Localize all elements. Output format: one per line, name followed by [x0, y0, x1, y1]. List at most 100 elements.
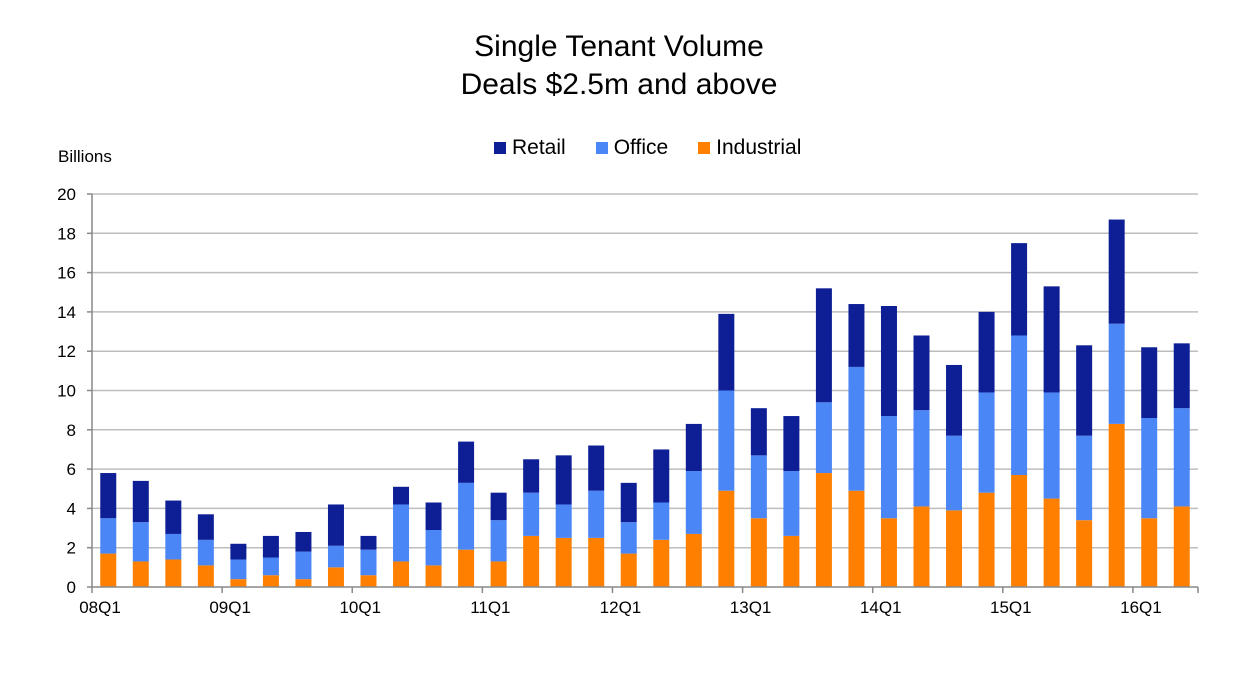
- y-axis-label: Billions: [58, 147, 112, 166]
- bar-retail: [262, 535, 279, 558]
- y-tick-label: 18: [57, 224, 76, 243]
- bar-retail: [393, 486, 410, 505]
- legend-item-office: Office: [595, 136, 669, 160]
- legend-item-industrial: Industrial: [698, 136, 801, 160]
- bar-retail: [1043, 286, 1060, 393]
- bar-industrial: [783, 535, 800, 587]
- bar-retail: [295, 531, 312, 552]
- bar-retail: [100, 473, 117, 519]
- legend-label-industrial: Industrial: [716, 136, 802, 159]
- bar-office: [458, 482, 475, 550]
- y-tick-label: 12: [57, 342, 76, 361]
- gridlines: [92, 193, 1198, 549]
- bar-industrial: [230, 579, 247, 587]
- bar-office: [978, 392, 995, 493]
- bar-industrial: [132, 561, 149, 587]
- bar-retail: [425, 502, 442, 531]
- legend-label-retail: Retail: [512, 136, 566, 159]
- bar-industrial: [295, 579, 312, 587]
- bar-industrial: [165, 559, 182, 587]
- bar-retail: [197, 514, 214, 540]
- bar-office: [653, 502, 670, 540]
- bar-office: [946, 435, 963, 511]
- bar-office: [360, 549, 377, 576]
- bar-office: [1108, 323, 1125, 424]
- y-tick-label: 2: [67, 539, 76, 558]
- x-tick-label: 15Q1: [990, 598, 1032, 617]
- bar-retail: [978, 311, 995, 393]
- bar-industrial: [523, 535, 540, 587]
- bar-industrial: [197, 565, 214, 587]
- bar-office: [230, 559, 247, 580]
- bar-office: [588, 490, 605, 538]
- bars: [100, 219, 1190, 587]
- bar-office: [262, 557, 279, 576]
- bar-industrial: [653, 539, 670, 587]
- x-tick-label: 11Q1: [470, 598, 510, 617]
- bar-office: [555, 504, 572, 538]
- legend-swatch-office: [595, 142, 608, 154]
- bar-retail: [913, 335, 930, 411]
- bar-industrial: [685, 533, 702, 587]
- bar-industrial: [490, 561, 507, 587]
- bar-retail: [1011, 243, 1028, 336]
- bar-industrial: [1043, 498, 1060, 587]
- bar-retail: [783, 416, 800, 472]
- bar-office: [100, 518, 117, 554]
- bar-retail: [1173, 343, 1190, 409]
- legend-item-retail: Retail: [494, 136, 566, 160]
- bar-industrial: [815, 473, 832, 587]
- bar-office: [1043, 392, 1060, 499]
- bar-retail: [165, 500, 182, 534]
- bar-retail: [620, 482, 637, 523]
- legend-label-office: Office: [613, 136, 669, 159]
- bar-retail: [718, 313, 735, 391]
- bar-industrial: [393, 561, 410, 587]
- tick-labels: 0 2 4 6 8 10 12 14 16 18 20 08Q1 09Q1 10Q1 11Q1 12Q1 13Q…: [57, 185, 1162, 617]
- bar-retail: [555, 455, 572, 505]
- bar-industrial: [262, 575, 279, 587]
- bar-office: [620, 522, 637, 554]
- bar-industrial: [1173, 506, 1190, 587]
- bar-office: [815, 402, 832, 474]
- bar-industrial: [555, 537, 572, 587]
- chart-legend: Retail Office Industrial: [494, 136, 801, 160]
- bar-industrial: [946, 510, 963, 587]
- x-tick-label: 10Q1: [339, 598, 381, 617]
- bar-industrial: [1076, 520, 1093, 587]
- bar-retail: [946, 364, 963, 436]
- x-tick-label: 16Q1: [1120, 598, 1162, 617]
- chart-subtitle: Deals $2.5m and above: [460, 68, 778, 101]
- bar-office: [718, 390, 735, 491]
- bar-retail: [1076, 345, 1093, 436]
- chart-title-line: Single Tenant Volume: [474, 30, 764, 63]
- bar-office: [295, 551, 312, 580]
- bar-industrial: [327, 567, 344, 587]
- bar-industrial: [913, 506, 930, 587]
- bar-office: [848, 366, 865, 491]
- bar-office: [1173, 408, 1190, 507]
- bar-office: [750, 455, 767, 519]
- bar-industrial: [458, 549, 475, 587]
- bar-retail: [1108, 219, 1125, 324]
- x-tick-label: 08Q1: [79, 598, 121, 617]
- y-tick-label: 14: [57, 303, 76, 322]
- y-tick-label: 10: [57, 382, 76, 401]
- bar-retail: [880, 306, 897, 417]
- bar-retail: [360, 535, 377, 550]
- chart-title: Single Tenant Volume Deals $2.5m and abo…: [0, 28, 1238, 104]
- bar-office: [913, 410, 930, 507]
- bar-office: [165, 533, 182, 560]
- y-tick-label: 20: [57, 185, 76, 204]
- bar-retail: [653, 449, 670, 503]
- bar-industrial: [360, 575, 377, 587]
- legend-swatch-retail: [494, 142, 506, 154]
- bar-industrial: [425, 565, 442, 587]
- x-tick-label: 09Q1: [209, 598, 251, 617]
- bar-office: [197, 539, 214, 566]
- bar-office: [685, 471, 702, 534]
- legend-swatch-industrial: [698, 142, 711, 154]
- bar-retail: [1141, 347, 1158, 419]
- bar-office: [327, 545, 344, 568]
